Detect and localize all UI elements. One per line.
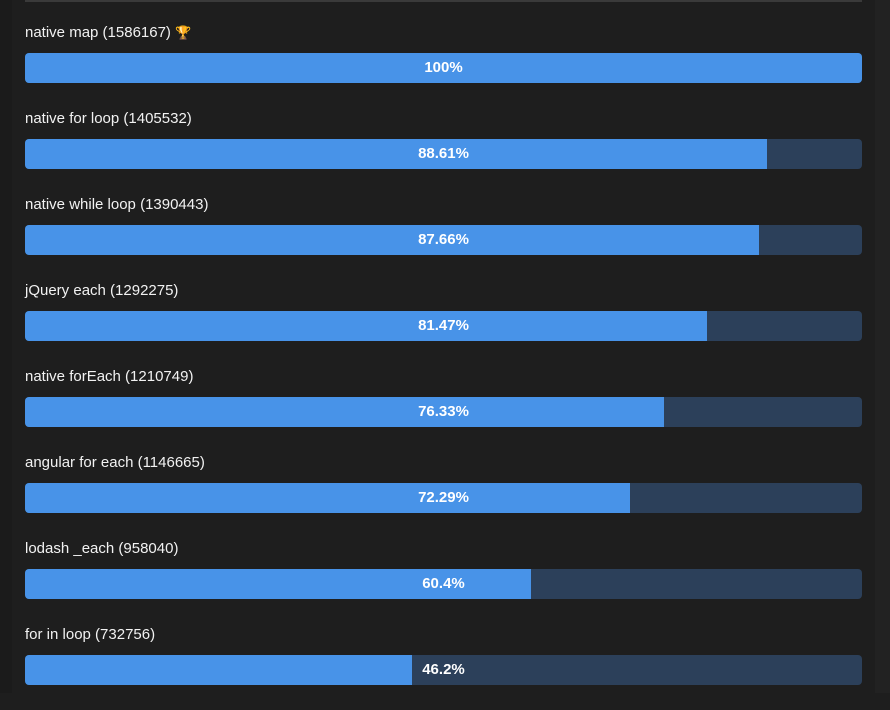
progress-fill	[25, 311, 707, 341]
result-label: jQuery each (1292275)	[25, 280, 862, 311]
progress-fill	[25, 397, 664, 427]
trophy-icon: 🏆	[174, 25, 192, 40]
result-name: native while loop (1390443)	[25, 196, 209, 213]
progress-fill	[25, 139, 767, 169]
percent-label: 60.4%	[422, 575, 465, 592]
progress-fill	[25, 569, 531, 599]
percent-label: 87.66%	[418, 231, 469, 248]
percent-label: 72.29%	[418, 489, 469, 506]
progress-bar: 60.4%	[25, 569, 862, 599]
progress-bar: 76.33%	[25, 397, 862, 427]
percent-label: 81.47%	[418, 317, 469, 334]
result-label: angular for each (1146665)	[25, 452, 862, 483]
result-name: native for loop (1405532)	[25, 110, 192, 127]
progress-bar: 46.2%	[25, 655, 862, 685]
result-row: native while loop (1390443) 87.66%	[25, 194, 862, 280]
divider	[25, 0, 862, 2]
result-label: lodash _each (958040)	[25, 538, 862, 569]
left-gutter	[0, 0, 12, 693]
result-row: native forEach (1210749) 76.33%	[25, 366, 862, 452]
result-name: native forEach (1210749)	[25, 368, 194, 385]
result-row: angular for each (1146665) 72.29%	[25, 452, 862, 538]
percent-label: 46.2%	[422, 661, 465, 678]
result-name: jQuery each (1292275)	[25, 282, 179, 299]
percent-label: 100%	[424, 59, 463, 76]
benchmark-results: native map (1586167) 🏆 100% native for loo…	[25, 22, 862, 710]
result-row: jQuery each (1292275) 81.47%	[25, 280, 862, 366]
progress-bar: 88.61%	[25, 139, 862, 169]
percent-label: 76.33%	[418, 403, 469, 420]
result-label: native forEach (1210749)	[25, 366, 862, 397]
progress-fill	[25, 655, 412, 685]
result-name: for in loop (732756)	[25, 626, 156, 643]
result-row: for in loop (732756) 46.2%	[25, 624, 862, 710]
result-name: angular for each (1146665)	[25, 454, 205, 471]
result-name: native map (1586167)	[25, 24, 171, 41]
progress-fill	[25, 53, 862, 83]
result-row: native map (1586167) 🏆 100%	[25, 22, 862, 108]
progress-bar: 72.29%	[25, 483, 862, 513]
progress-fill	[25, 483, 631, 513]
result-row: native for loop (1405532) 88.61%	[25, 108, 862, 194]
result-label: native for loop (1405532)	[25, 108, 862, 139]
result-row: lodash _each (958040) 60.4%	[25, 538, 862, 624]
progress-fill	[25, 225, 759, 255]
percent-label: 88.61%	[418, 145, 469, 162]
result-label: native while loop (1390443)	[25, 194, 862, 225]
result-label: native map (1586167) 🏆	[25, 22, 862, 53]
result-name: lodash _each (958040)	[25, 540, 179, 557]
scrollbar-track[interactable]	[875, 0, 890, 693]
progress-bar: 100%	[25, 53, 862, 83]
progress-bar: 87.66%	[25, 225, 862, 255]
progress-bar: 81.47%	[25, 311, 862, 341]
result-label: for in loop (732756)	[25, 624, 862, 655]
